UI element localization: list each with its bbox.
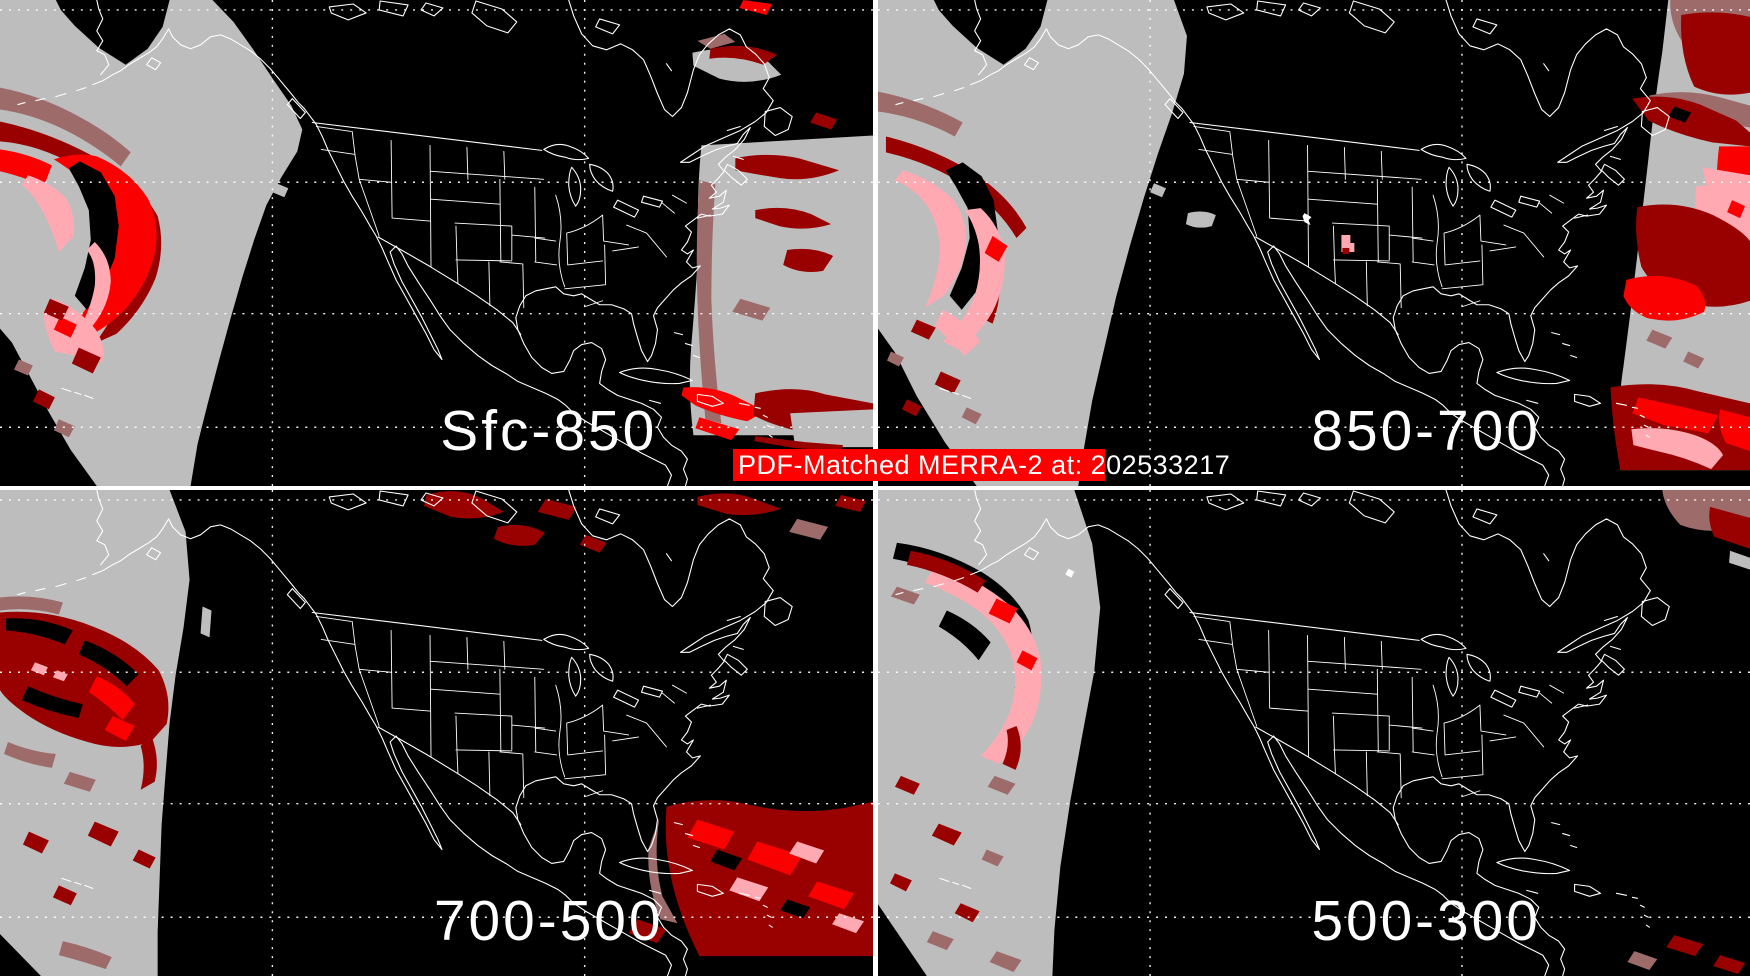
data-blob xyxy=(1341,235,1355,252)
data-blob xyxy=(789,518,829,540)
moisture-data-layer-700-500 xyxy=(0,490,873,976)
data-blob xyxy=(729,841,865,934)
data-blob xyxy=(926,849,1022,973)
map-850-700: 850-700 xyxy=(878,0,1750,486)
data-blob xyxy=(140,733,157,790)
status-banner: PDF-Matched MERRA-2 at: 202533217 xyxy=(733,449,1230,481)
data-blob xyxy=(628,919,667,944)
data-blob xyxy=(32,298,101,410)
data-blob xyxy=(424,491,607,553)
data-blob xyxy=(710,849,811,919)
data-blob xyxy=(687,819,855,910)
data-blob xyxy=(648,817,678,924)
data-blob xyxy=(1727,200,1746,219)
data-blob xyxy=(906,550,1021,770)
data-blob xyxy=(0,934,41,976)
data-blob xyxy=(1709,506,1750,549)
data-blob xyxy=(1124,87,1216,228)
data-blob xyxy=(88,676,135,741)
data-blob xyxy=(790,409,873,448)
data-blob xyxy=(739,0,773,15)
data-blob xyxy=(1729,550,1750,570)
data-blob xyxy=(709,45,838,130)
panel-700-500: 700-500 xyxy=(0,490,873,976)
data-blob xyxy=(697,493,867,516)
data-blob xyxy=(1632,397,1750,452)
data-blob xyxy=(689,135,873,436)
data-blob xyxy=(21,175,75,252)
data-blob xyxy=(1646,329,1705,369)
data-blob xyxy=(3,741,96,792)
map-700-500: 700-500 xyxy=(0,490,873,976)
data-blob xyxy=(894,170,966,308)
panel-divider-horizontal xyxy=(0,486,1750,490)
map-500-300: 500-300 xyxy=(878,490,1750,976)
data-blob xyxy=(1627,951,1658,971)
data-blob xyxy=(1623,276,1706,321)
panel-500-300: 500-300 xyxy=(878,490,1750,976)
data-blob xyxy=(0,87,131,167)
data-blob xyxy=(76,242,111,334)
data-blob xyxy=(30,662,68,682)
panel-850-700: 850-700 xyxy=(878,0,1750,486)
data-blob xyxy=(696,180,722,424)
data-blob xyxy=(934,309,981,356)
data-blob xyxy=(1342,247,1350,254)
layer-label-500-300: 500-300 xyxy=(1311,890,1540,953)
data-blob xyxy=(13,359,75,438)
data-blob xyxy=(1681,12,1750,95)
data-blob xyxy=(1666,935,1746,975)
data-blob xyxy=(754,436,844,452)
data-blob xyxy=(933,0,1048,65)
data-blob xyxy=(901,319,961,417)
moisture-data-layer-500-300 xyxy=(878,490,1750,976)
data-blob xyxy=(984,236,1008,262)
status-banner-text: PDF-Matched MERRA-2 at: 202533217 xyxy=(738,450,1231,480)
data-blob xyxy=(1631,428,1724,470)
layer-label-sfc-850: Sfc-850 xyxy=(440,400,657,463)
data-blob xyxy=(53,316,77,338)
data-blob xyxy=(735,154,840,273)
layer-label-850-700: 850-700 xyxy=(1311,400,1540,463)
data-blob xyxy=(5,618,139,719)
data-blob xyxy=(200,606,212,638)
data-blob xyxy=(878,91,963,137)
moisture-data-layer-sfc-850 xyxy=(0,0,873,486)
map-sfc-850: Sfc-850 xyxy=(0,0,873,486)
data-blob xyxy=(1065,568,1075,578)
data-blob xyxy=(0,149,52,187)
data-blob xyxy=(0,596,63,615)
data-blob xyxy=(58,941,112,970)
data-blob xyxy=(55,0,170,65)
data-blob xyxy=(988,598,1038,671)
panel-sfc-850: Sfc-850 xyxy=(0,0,873,486)
layer-label-700-500: 700-500 xyxy=(434,890,664,953)
data-blob xyxy=(878,490,1101,976)
data-blob xyxy=(53,154,157,338)
data-blob xyxy=(886,351,982,425)
data-blob xyxy=(1632,96,1750,147)
data-blob xyxy=(0,366,53,486)
moisture-data-layer-850-700 xyxy=(878,0,1750,486)
data-blob xyxy=(1302,213,1312,226)
data-blob xyxy=(889,775,980,923)
data-blob xyxy=(878,904,927,976)
